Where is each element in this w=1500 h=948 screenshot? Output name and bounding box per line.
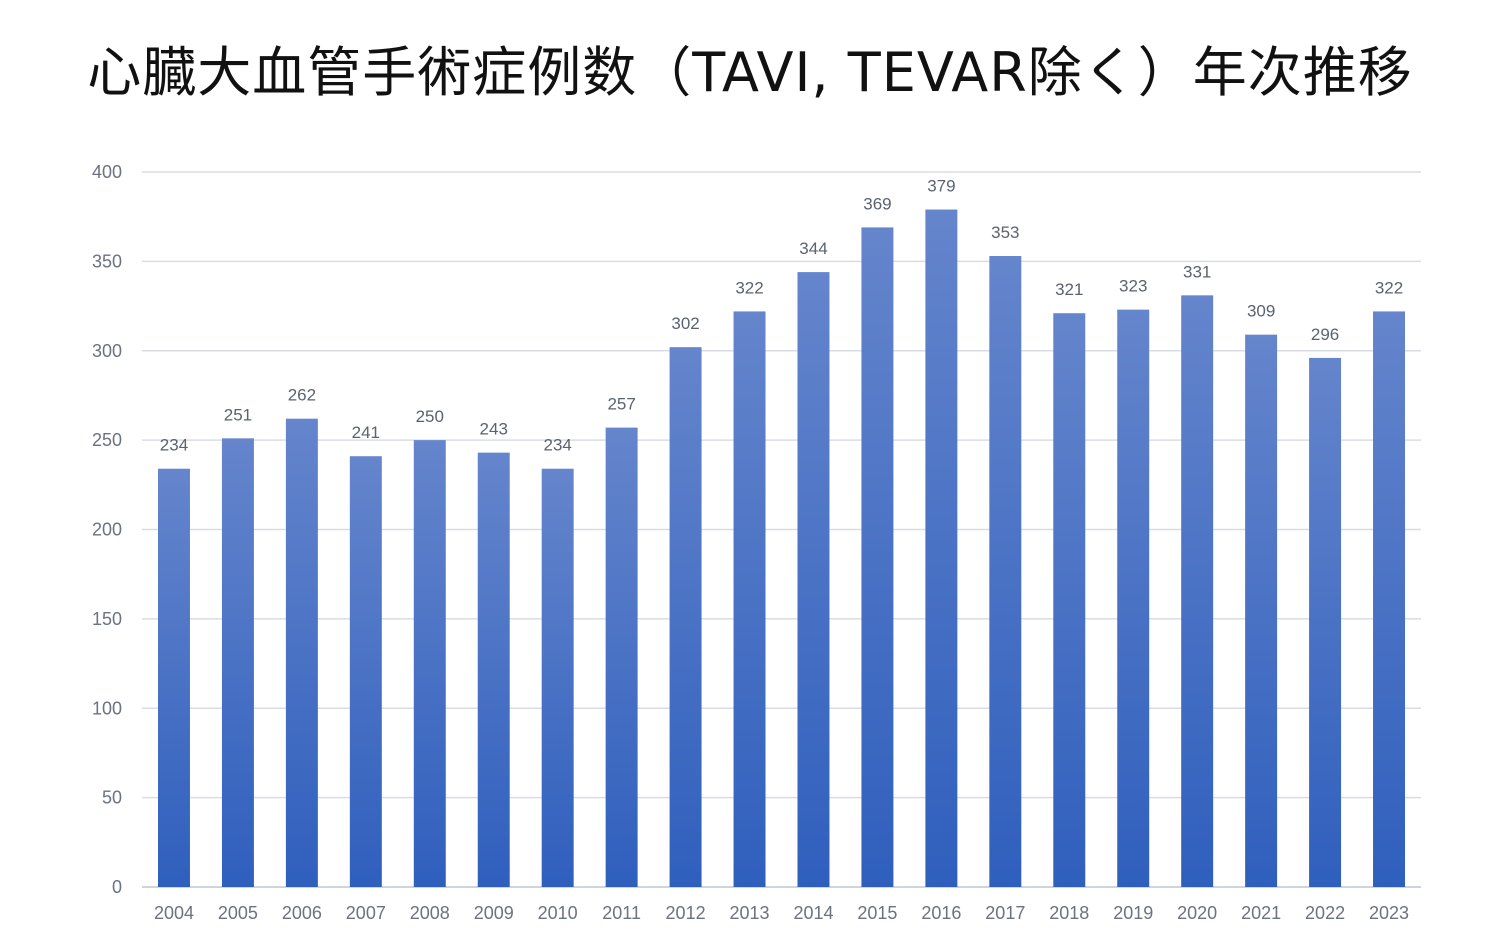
data-label: 331 <box>1183 262 1211 281</box>
x-tick-label: 2006 <box>282 903 322 923</box>
bar <box>477 452 510 887</box>
x-tick-label: 2015 <box>857 903 897 923</box>
y-tick-label: 50 <box>102 788 122 808</box>
bar <box>797 272 830 888</box>
x-tick-label: 2014 <box>793 903 833 923</box>
y-tick-label: 100 <box>92 698 122 718</box>
bar <box>1373 311 1406 887</box>
data-label: 257 <box>607 395 635 414</box>
x-tick-label: 2008 <box>410 903 450 923</box>
data-label: 251 <box>224 405 252 424</box>
chart-title: 心臓大血管手術症例数（TAVI, TEVAR除く）年次推移 <box>87 41 1413 104</box>
data-labels: 234 251 262 241 250 243 234 257 302 322 344 369 379 3… <box>160 177 1403 455</box>
y-axis-ticks: 0 50 100 150 200 250 300 350 400 <box>92 162 122 897</box>
x-tick-label: 2022 <box>1305 903 1345 923</box>
bar <box>1181 295 1214 887</box>
x-tick-label: 2010 <box>538 903 578 923</box>
x-tick-label: 2016 <box>921 903 961 923</box>
bar <box>1053 313 1086 887</box>
data-label: 344 <box>799 239 827 258</box>
data-label: 379 <box>927 177 955 196</box>
data-label: 323 <box>1119 277 1147 296</box>
x-tick-label: 2004 <box>154 903 194 923</box>
data-label: 302 <box>671 314 699 333</box>
data-label: 243 <box>480 420 508 439</box>
data-label: 369 <box>863 194 891 213</box>
x-tick-label: 2007 <box>346 903 386 923</box>
data-label: 309 <box>1247 302 1275 321</box>
x-tick-label: 2011 <box>602 903 641 923</box>
x-tick-label: 2017 <box>985 903 1025 923</box>
x-tick-label: 2023 <box>1369 903 1409 923</box>
y-tick-label: 150 <box>92 609 122 629</box>
data-label: 353 <box>991 223 1019 242</box>
bar <box>1117 309 1150 887</box>
y-tick-label: 250 <box>92 430 122 450</box>
bar <box>1309 357 1342 887</box>
bar <box>989 256 1022 887</box>
bar <box>925 209 958 888</box>
bar <box>349 456 382 887</box>
bar <box>669 347 702 887</box>
y-tick-label: 0 <box>112 877 122 897</box>
x-tick-label: 2013 <box>730 903 770 923</box>
data-label: 234 <box>160 436 188 455</box>
bar <box>733 311 766 887</box>
bar <box>413 440 446 887</box>
data-label: 321 <box>1055 280 1083 299</box>
bars <box>157 209 1406 888</box>
bar <box>157 468 190 887</box>
bar <box>541 468 574 887</box>
x-tick-label: 2012 <box>666 903 706 923</box>
data-label: 234 <box>543 436 571 455</box>
data-label: 250 <box>416 407 444 426</box>
data-label: 241 <box>352 423 380 442</box>
data-label: 296 <box>1311 325 1339 344</box>
x-tick-label: 2019 <box>1113 903 1153 923</box>
x-axis-ticks: 2004 2005 2006 2007 2008 2009 2010 2011 2012 2013… <box>154 903 1409 923</box>
bar <box>861 227 894 888</box>
bar <box>285 418 318 887</box>
gridlines <box>142 171 1421 888</box>
y-tick-label: 300 <box>92 341 122 361</box>
y-tick-label: 350 <box>92 251 122 271</box>
data-label: 322 <box>1375 278 1403 297</box>
x-tick-label: 2009 <box>474 903 514 923</box>
y-tick-label: 400 <box>92 162 122 182</box>
bar <box>1245 334 1278 888</box>
x-tick-label: 2005 <box>218 903 258 923</box>
bar <box>221 438 254 887</box>
data-label: 322 <box>735 278 763 297</box>
x-tick-label: 2018 <box>1049 903 1089 923</box>
x-tick-label: 2021 <box>1241 903 1281 923</box>
bar <box>605 427 638 887</box>
x-tick-label: 2020 <box>1177 903 1217 923</box>
y-tick-label: 200 <box>92 520 122 540</box>
data-label: 262 <box>288 386 316 405</box>
